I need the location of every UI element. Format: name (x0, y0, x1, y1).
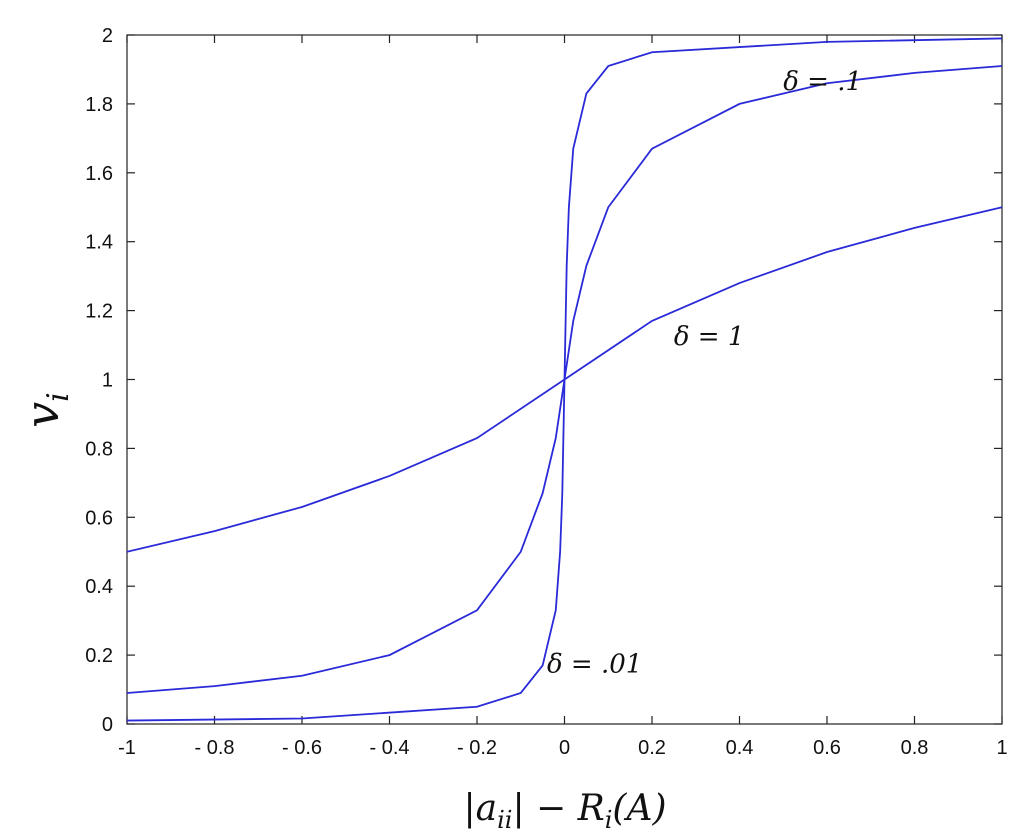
y-tick-label: 1.6 (85, 163, 113, 185)
x-tick-label: 0.6 (813, 737, 841, 759)
x-tick-label: - 0.2 (457, 737, 497, 759)
x-tick-label: 0.2 (638, 737, 666, 759)
y-tick-label: 0.2 (85, 645, 113, 667)
y-tick-label: 2 (102, 25, 113, 47)
y-tick-label: 0.8 (85, 438, 113, 460)
y-tick-label: 0.6 (85, 507, 113, 529)
x-tick-labels: -1 - 0.8 - 0.6 - 0.4 - 0.2 0 0.2 0.4 0.6 0.8 1 (118, 737, 1007, 759)
x-tick-label: 1 (996, 737, 1007, 759)
y-tick-label: 1.4 (85, 232, 113, 254)
x-tick-label: - 0.6 (282, 737, 322, 759)
x-tick-label: 0 (559, 737, 570, 759)
y-tick-label: 0.4 (85, 576, 113, 598)
curve-label-2: δ = 1 (674, 322, 745, 352)
y-axis-label: vi (15, 392, 76, 428)
y-tick-label: 0 (102, 714, 113, 736)
curve-annotations: δ = .1 δ = 1 δ = .01 (547, 67, 862, 679)
curve-label-1: δ = .1 (783, 67, 862, 97)
x-tick-label: 0.8 (901, 737, 929, 759)
y-tick-label: 1 (102, 370, 113, 392)
y-tick-labels: 0 0.2 0.4 0.6 0.8 1 1.2 1.4 1.6 1.8 2 (85, 25, 113, 736)
y-tick-label: 1.8 (85, 94, 113, 116)
series-line-3 (126, 37, 1003, 722)
x-axis-label: |aii| − Ri(A) (463, 788, 666, 834)
series-lines (126, 37, 1003, 722)
x-tick-label: - 0.8 (194, 737, 234, 759)
y-tick-label: 1.2 (85, 301, 113, 323)
x-tick-label: - 0.4 (369, 737, 409, 759)
x-tick-label: -1 (118, 737, 136, 759)
curve-label-3: δ = .01 (547, 649, 642, 679)
x-tick-label: 0.4 (726, 737, 754, 759)
